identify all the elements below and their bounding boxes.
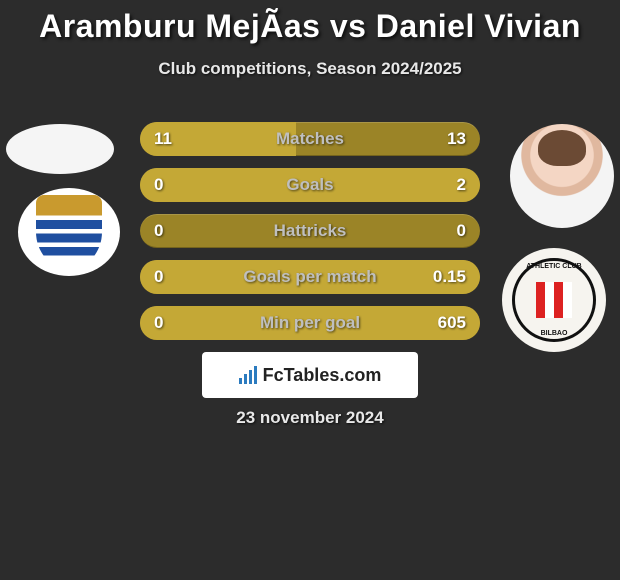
bar-fill-right <box>140 260 480 294</box>
date-text: 23 november 2024 <box>0 408 620 428</box>
stat-row: 0605Min per goal <box>140 306 480 340</box>
chart-bars-icon <box>239 366 257 384</box>
infographic: Aramburu MejÃ­as vs Daniel Vivian Club c… <box>0 0 620 580</box>
player-b-name: Daniel Vivian <box>376 8 581 44</box>
bar-fill-right <box>140 306 480 340</box>
stat-value-left: 0 <box>154 306 163 340</box>
stat-value-left: 0 <box>154 260 163 294</box>
stat-value-right: 605 <box>438 306 466 340</box>
player-b-avatar <box>510 124 614 228</box>
bar-fill-right <box>140 168 480 202</box>
club-a-crest <box>18 188 120 276</box>
stat-value-left: 0 <box>154 168 163 202</box>
club-b-crest: ATHLETIC CLUB BILBAO <box>502 248 606 352</box>
fctables-logo: FcTables.com <box>202 352 418 398</box>
club-b-crest-ring: ATHLETIC CLUB BILBAO <box>512 258 596 342</box>
figures-area: ATHLETIC CLUB BILBAO 1113Matches02Goals0… <box>0 110 620 350</box>
player-a-avatar <box>6 124 114 174</box>
club-b-crest-bottom-text: BILBAO <box>515 330 593 337</box>
page-title: Aramburu MejÃ­as vs Daniel Vivian <box>0 0 620 45</box>
stat-row: 00.15Goals per match <box>140 260 480 294</box>
player-a-name: Aramburu MejÃ­as <box>39 8 320 44</box>
stat-value-right: 0 <box>457 214 466 248</box>
stat-value-right: 2 <box>457 168 466 202</box>
fctables-logo-text: FcTables.com <box>263 365 382 386</box>
bar-track <box>140 214 480 248</box>
stat-row: 1113Matches <box>140 122 480 156</box>
stat-value-right: 0.15 <box>433 260 466 294</box>
subtitle: Club competitions, Season 2024/2025 <box>0 59 620 79</box>
stats-bars: 1113Matches02Goals00Hattricks00.15Goals … <box>140 122 480 352</box>
club-a-crest-shield <box>36 195 102 269</box>
stat-value-left: 11 <box>154 122 172 156</box>
club-b-crest-top-text: ATHLETIC CLUB <box>515 263 593 270</box>
stat-row: 02Goals <box>140 168 480 202</box>
stat-row: 00Hattricks <box>140 214 480 248</box>
stat-value-right: 13 <box>447 122 466 156</box>
vs-text: vs <box>330 8 367 44</box>
stat-value-left: 0 <box>154 214 163 248</box>
